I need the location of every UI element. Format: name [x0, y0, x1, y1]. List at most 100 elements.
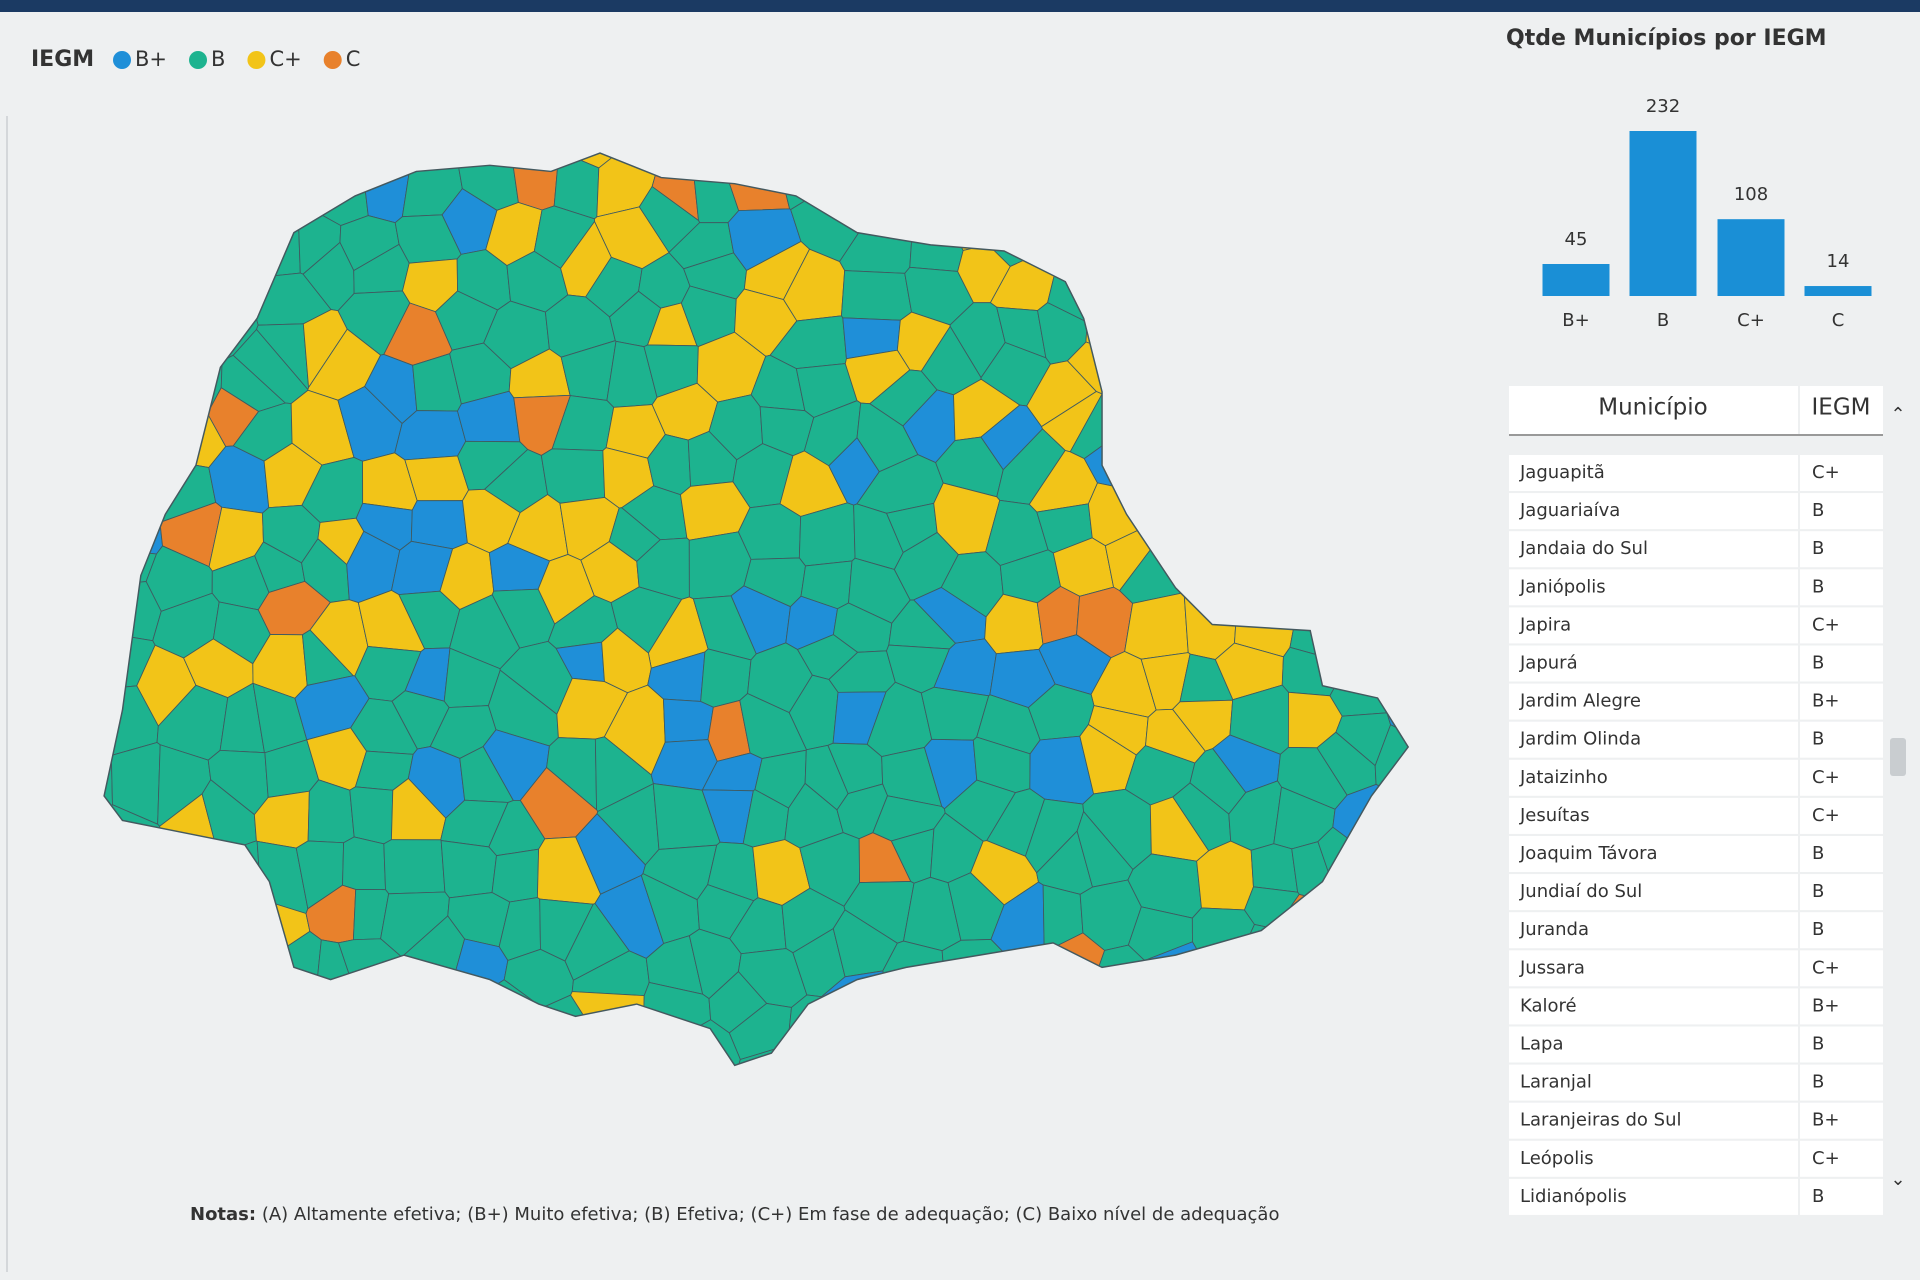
municipality-name: Jaguapitã: [1519, 462, 1605, 483]
municipality: [440, 1042, 516, 1066]
legend-swatch: [247, 51, 266, 69]
municipality: [1136, 362, 1213, 416]
iegm-grade: B: [1812, 843, 1824, 864]
municipality: [104, 844, 160, 895]
municipality: [1189, 293, 1249, 367]
municipality: [1333, 535, 1401, 605]
legend-title: IEGM: [31, 47, 94, 72]
municipality: [1191, 199, 1245, 267]
municipality: [1232, 345, 1298, 396]
municipality: [994, 153, 1063, 181]
municipality: [104, 193, 135, 260]
row-cell: [1800, 988, 1883, 1025]
row-cell: [1509, 988, 1798, 1025]
municipality: [168, 242, 213, 300]
x-tick-label: B: [1657, 310, 1669, 331]
municipality: [941, 939, 1005, 1012]
row-cell: [1800, 607, 1883, 644]
municipality: [1127, 153, 1193, 162]
scroll-up[interactable]: ⌃: [1890, 404, 1905, 425]
header-cell: [1800, 386, 1883, 435]
municipality: [1168, 986, 1228, 1041]
municipality: [1135, 297, 1193, 374]
x-tick-label: C: [1832, 310, 1845, 331]
municipality-name: Jussara: [1519, 957, 1585, 978]
municipality: [242, 153, 327, 163]
iegm-grade: C+: [1812, 614, 1840, 635]
municipality: [1324, 303, 1398, 354]
municipality: [803, 1025, 855, 1066]
iegm-grade: B: [1812, 1186, 1824, 1207]
municipality: [308, 1040, 381, 1066]
row-cell: [1800, 531, 1883, 568]
municipality: [693, 1044, 832, 1066]
scroll-down[interactable]: ⌄: [1890, 1169, 1905, 1190]
municipality: [104, 631, 106, 733]
municipality: [111, 876, 169, 946]
municipality: [1277, 454, 1340, 514]
municipality: [1202, 1020, 1255, 1066]
scroll-thumb[interactable]: [1890, 738, 1906, 776]
iegm-grade: B: [1812, 538, 1824, 559]
column-header: Município: [1598, 395, 1708, 421]
municipality: [292, 985, 345, 1045]
municipality: [1388, 153, 1409, 217]
municipality: [1136, 153, 1186, 207]
municipality: [162, 884, 224, 942]
row-cell: [1509, 759, 1798, 796]
row-cell: [1800, 797, 1883, 834]
row-cell: [1800, 759, 1883, 796]
row-cell: [1800, 1178, 1883, 1215]
municipality: [249, 210, 301, 278]
municipality: [104, 1047, 185, 1066]
table: Município IEGM ⌃ ⌄ Jaguapitã C+ Jaguariaív…: [1509, 386, 1906, 1215]
municipality: [1091, 203, 1139, 253]
top-bar: [0, 0, 1920, 12]
municipality-name: Japurá: [1519, 653, 1578, 674]
legend-label: C+: [269, 47, 301, 71]
municipality: [334, 1034, 400, 1066]
municipality: [349, 786, 394, 845]
iegm-grade: B: [1812, 729, 1824, 750]
iegm-grade: C+: [1812, 462, 1840, 483]
notes-text: (A) Altamente efetiva; (B+) Muito efetiv…: [262, 1204, 1280, 1225]
municipality: [410, 500, 468, 550]
row-cell: [1800, 721, 1883, 758]
iegm-grade: B: [1812, 881, 1824, 902]
municipality-name: Janiópolis: [1519, 576, 1606, 597]
municipality-name: Japira: [1519, 614, 1571, 635]
municipality-name: Juranda: [1519, 919, 1589, 940]
row-cell: [1800, 912, 1883, 949]
municipality: [115, 410, 166, 473]
header-cell: [1509, 386, 1798, 435]
iegm-grade: B: [1812, 919, 1824, 940]
municipality-name: Jundiaí do Sul: [1519, 881, 1642, 902]
municipality: [1181, 153, 1226, 208]
municipality: [210, 1048, 274, 1066]
iegm-grade: B+: [1812, 995, 1839, 1016]
iegm-grade: B: [1812, 500, 1824, 521]
x-tick-label: B+: [1562, 310, 1589, 331]
municipality: [1224, 376, 1288, 441]
municipality: [491, 848, 540, 903]
municipality-cells: [104, 153, 1409, 1066]
municipality: [1375, 392, 1409, 454]
municipality: [1223, 260, 1308, 325]
row-cell: [1509, 1178, 1798, 1215]
municipality: [342, 836, 386, 891]
municipality: [104, 304, 116, 410]
municipality: [1260, 239, 1331, 311]
iegm-grade: B+: [1812, 691, 1839, 712]
municipality: [1194, 443, 1244, 506]
municipality: [1173, 338, 1235, 395]
municipality: [104, 153, 190, 154]
municipality: [1085, 1042, 1180, 1066]
row-cell: [1800, 950, 1883, 987]
row-cell: [1800, 1064, 1883, 1101]
municipality: [386, 988, 459, 1061]
municipality: [1215, 153, 1282, 206]
row-cell: [1509, 912, 1798, 949]
municipality: [511, 153, 560, 211]
municipality: [1230, 153, 1349, 154]
